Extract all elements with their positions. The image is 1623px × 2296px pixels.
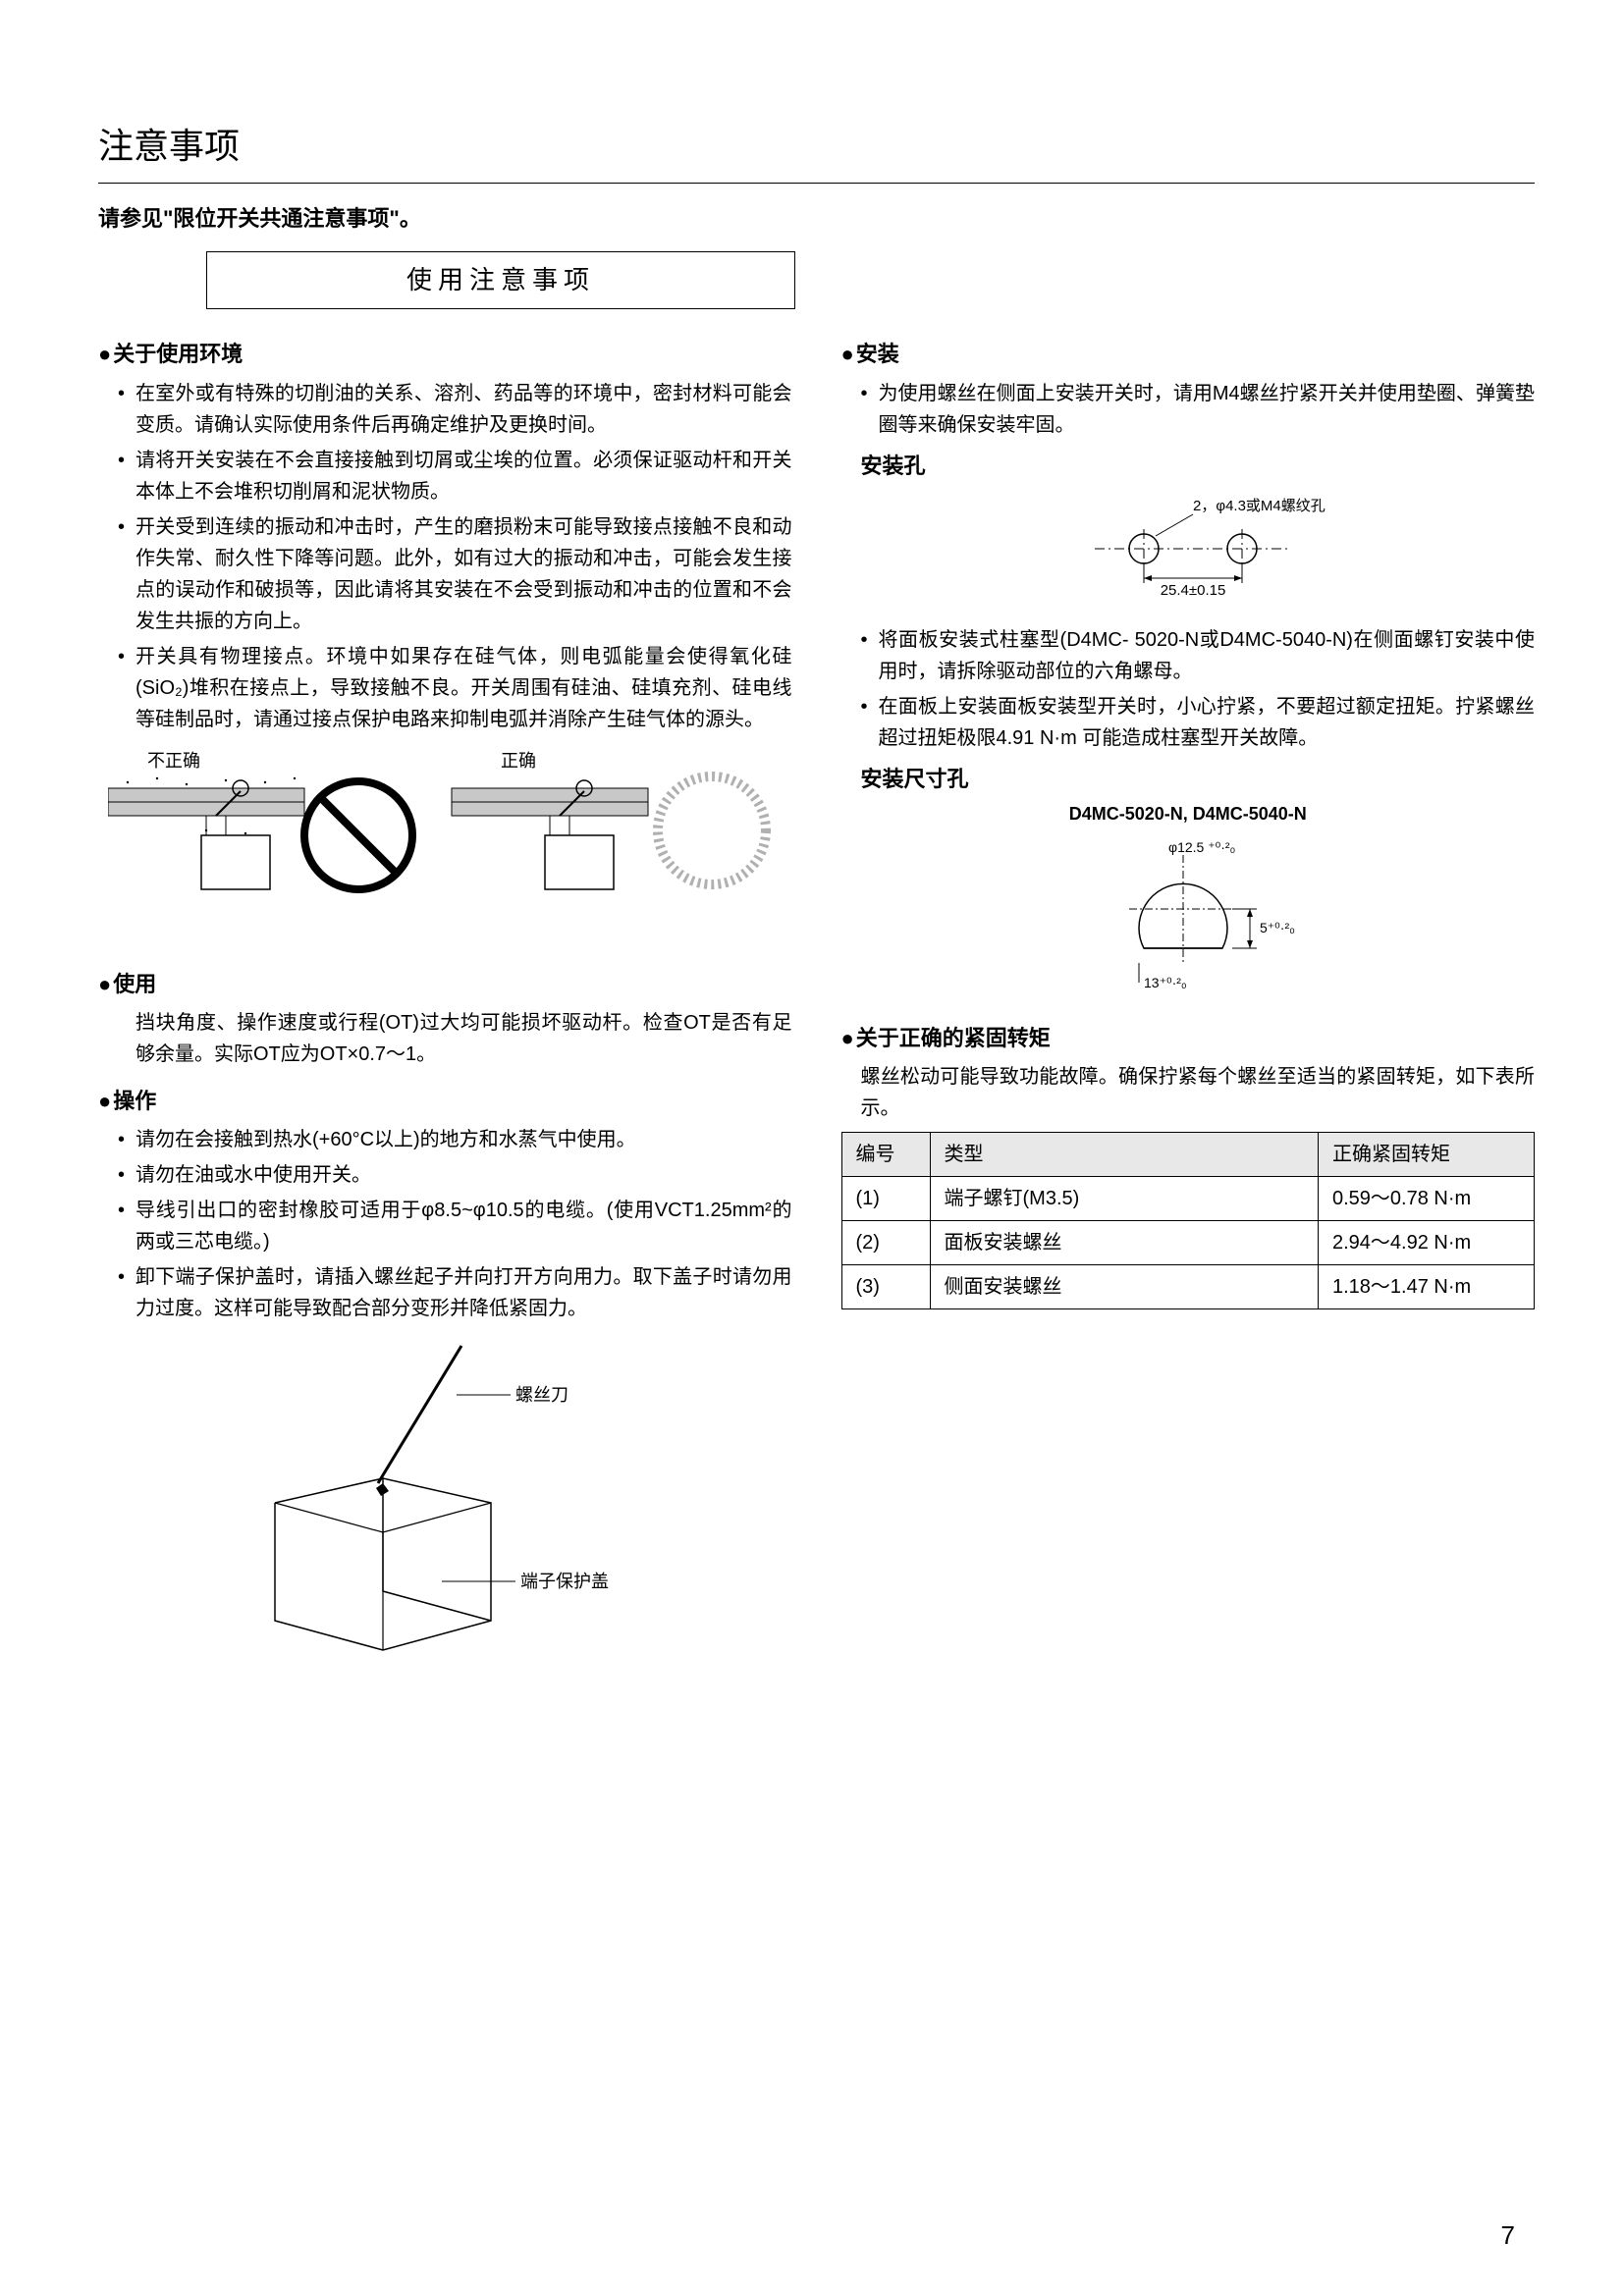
- env-diagram: 不正确 正确: [108, 747, 792, 953]
- td: (1): [841, 1176, 930, 1220]
- list-item: 将面板安装式柱塞型(D4MC- 5020-N或D4MC-5040-N)在侧面螺钉…: [861, 624, 1536, 687]
- td: 1.18～1.47 N·m: [1319, 1264, 1535, 1308]
- label-wrong: 不正确: [147, 751, 200, 771]
- section-install-title: 安装: [841, 337, 1536, 371]
- install-list-1: 为使用螺丝在侧面上安装开关时，请用M4螺丝拧紧开关并使用垫圈、弹簧垫圈等来确保安…: [841, 378, 1536, 441]
- list-item: 开关具有物理接点。环境中如果存在硅气体，则电弧能量会使得氧化硅(SiO₂)堆积在…: [118, 641, 792, 735]
- td: (3): [841, 1264, 930, 1308]
- torque-table: 编号 类型 正确紧固转矩 (1) 端子螺钉(M3.5) 0.59～0.78 N·…: [841, 1132, 1536, 1309]
- intro-text: 请参见"限位开关共通注意事项"。: [98, 201, 1535, 236]
- dim-dia-label: φ12.5 ⁺⁰·²₀: [1168, 840, 1236, 855]
- sub-dim-title: 安装尺寸孔: [861, 762, 1536, 796]
- dim-model-label: D4MC-5020-N, D4MC-5040-N: [841, 800, 1536, 828]
- dim-flat-label: 5⁺⁰·²₀: [1260, 920, 1295, 935]
- section-torque-title: 关于正确的紧固转矩: [841, 1021, 1536, 1055]
- th-num: 编号: [841, 1132, 930, 1176]
- torque-text: 螺丝松动可能导致功能故障。确保拧紧每个螺丝至适当的紧固转矩，如下表所示。: [841, 1061, 1536, 1124]
- install-list-2: 将面板安装式柱塞型(D4MC- 5020-N或D4MC-5040-N)在侧面螺钉…: [841, 624, 1536, 754]
- section-use-title: 使用: [98, 967, 792, 1001]
- table-row: (2) 面板安装螺丝 2.94～4.92 N·m: [841, 1220, 1535, 1264]
- list-item: 请勿在油或水中使用开关。: [118, 1159, 792, 1191]
- label-screwdriver: 螺丝刀: [515, 1385, 568, 1405]
- section-operation-title: 操作: [98, 1084, 792, 1118]
- dim-diagram: φ12.5 ⁺⁰·²₀ 5⁺⁰·²₀ 13⁺⁰·²₀: [851, 840, 1536, 1007]
- td: 侧面安装螺丝: [930, 1264, 1319, 1308]
- table-row: (3) 侧面安装螺丝 1.18～1.47 N·m: [841, 1264, 1535, 1308]
- td: 2.94～4.92 N·m: [1319, 1220, 1535, 1264]
- sub-hole-title: 安装孔: [861, 449, 1536, 483]
- label-correct: 正确: [501, 751, 536, 771]
- boxed-heading: 使用注意事项: [206, 251, 795, 310]
- dim-height-label: 13⁺⁰·²₀: [1144, 975, 1187, 990]
- list-item: 请将开关安装在不会直接接触到切屑或尘埃的位置。必须保证驱动杆和开关本体上不会堆积…: [118, 445, 792, 507]
- list-item: 导线引出口的密封橡胶可适用于φ8.5~φ10.5的电缆。(使用VCT1.25mm…: [118, 1195, 792, 1257]
- list-item: 为使用螺丝在侧面上安装开关时，请用M4螺丝拧紧开关并使用垫圈、弹簧垫圈等来确保安…: [861, 378, 1536, 441]
- hole-top-label: 2，φ4.3或M4螺纹孔: [1193, 498, 1325, 514]
- list-item: 开关受到连续的振动和冲击时，产生的磨损粉末可能导致接点接触不良和动作失常、耐久性…: [118, 511, 792, 637]
- td: (2): [841, 1220, 930, 1264]
- cover-diagram: 螺丝刀 端子保护盖: [265, 1336, 792, 1680]
- list-item: 请勿在会接触到热水(+60°C以上)的地方和水蒸气中使用。: [118, 1124, 792, 1155]
- hole-pitch-label: 25.4±0.15: [1160, 582, 1225, 599]
- section-env-title: 关于使用环境: [98, 337, 792, 371]
- list-item: 在室外或有特殊的切削油的关系、溶剂、药品等的环境中，密封材料可能会变质。请确认实…: [118, 378, 792, 441]
- right-column: 安装 为使用螺丝在侧面上安装开关时，请用M4螺丝拧紧开关并使用垫圈、弹簧垫圈等来…: [841, 323, 1536, 1691]
- use-text: 挡块角度、操作速度或行程(OT)过大均可能损坏驱动杆。检查OT是否有足够余量。实…: [98, 1007, 792, 1070]
- list-item: 卸下端子保护盖时，请插入螺丝起子并向打开方向用力。取下盖子时请勿用力过度。这样可…: [118, 1261, 792, 1324]
- th-torque: 正确紧固转矩: [1319, 1132, 1535, 1176]
- td: 面板安装螺丝: [930, 1220, 1319, 1264]
- env-list: 在室外或有特殊的切削油的关系、溶剂、药品等的环境中，密封材料可能会变质。请确认实…: [98, 378, 792, 735]
- th-type: 类型: [930, 1132, 1319, 1176]
- table-header-row: 编号 类型 正确紧固转矩: [841, 1132, 1535, 1176]
- td: 0.59～0.78 N·m: [1319, 1176, 1535, 1220]
- list-item: 在面板上安装面板安装型开关时，小心拧紧，不要超过额定扭矩。拧紧螺丝超过扭矩极限4…: [861, 691, 1536, 754]
- operation-list: 请勿在会接触到热水(+60°C以上)的地方和水蒸气中使用。 请勿在油或水中使用开…: [98, 1124, 792, 1324]
- label-cover: 端子保护盖: [520, 1572, 609, 1591]
- page-number: 7: [1501, 2216, 1515, 2257]
- table-row: (1) 端子螺钉(M3.5) 0.59～0.78 N·m: [841, 1176, 1535, 1220]
- hole-diagram: 2，φ4.3或M4螺纹孔 25.4±0.15: [851, 495, 1536, 613]
- left-column: 关于使用环境 在室外或有特殊的切削油的关系、溶剂、药品等的环境中，密封材料可能会…: [98, 323, 792, 1691]
- page-title: 注意事项: [98, 118, 1535, 184]
- td: 端子螺钉(M3.5): [930, 1176, 1319, 1220]
